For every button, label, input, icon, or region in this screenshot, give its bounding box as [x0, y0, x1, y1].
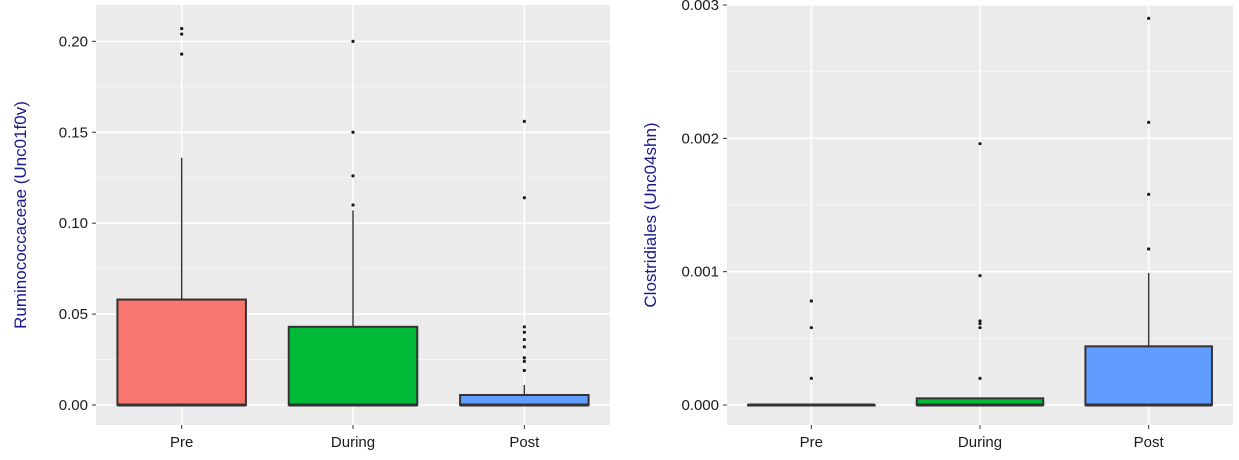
outlier-point — [351, 39, 355, 43]
x-tick-label: During — [958, 434, 1002, 451]
outlier-point — [522, 325, 526, 329]
y-tick-label: 0.000 — [681, 397, 719, 414]
outlier-point — [351, 130, 355, 134]
outlier-point — [809, 299, 813, 303]
x-tick-label: During — [331, 434, 375, 451]
y-tick-label: 0.10 — [59, 215, 88, 232]
outlier-point — [522, 368, 526, 373]
outlier-point — [522, 356, 526, 360]
outlier-point — [1147, 120, 1151, 124]
x-tick-label: Post — [509, 434, 540, 451]
outlier-point — [522, 337, 526, 342]
outlier-point — [522, 345, 526, 349]
y-tick-label: 0.15 — [59, 124, 88, 141]
y-axis-title: Ruminococcaceae (Unc01f0v) — [11, 101, 30, 329]
outlier-point — [978, 142, 982, 146]
right-chart-panel: 0.000 0.001 0.002 0.003 Pre During Post Clostri… — [641, 0, 1233, 451]
outlier-point — [1147, 16, 1151, 20]
x-tick-label: Post — [1134, 434, 1165, 451]
outlier-point — [351, 203, 355, 207]
y-tick-label: 0.001 — [681, 264, 719, 281]
box-post — [1084, 345, 1213, 407]
outlier-point — [978, 319, 982, 323]
outlier-point — [1147, 247, 1151, 251]
outlier-point — [978, 326, 982, 330]
outlier-point — [522, 119, 526, 123]
outlier-point — [978, 274, 982, 278]
outlier-point — [522, 359, 526, 363]
outlier-point — [809, 376, 813, 380]
y-tick-label: 0.002 — [681, 130, 719, 147]
outlier-point — [978, 322, 982, 326]
y-tick-label: 0.05 — [59, 306, 88, 323]
outlier-point — [180, 27, 184, 31]
x-tick-label: Pre — [170, 434, 193, 451]
outlier-point — [1147, 192, 1151, 196]
y-axis-title: Clostridiales (Unc04shn) — [641, 122, 660, 307]
outlier-point — [522, 196, 526, 200]
box-pre — [116, 298, 247, 406]
left-chart-panel: 0.00 0.05 0.10 0.15 0.20 Pre During Post Ruminoc… — [11, 5, 610, 451]
outlier-point — [180, 52, 184, 56]
y-tick-label: 0.20 — [59, 33, 88, 50]
x-tick-label: Pre — [800, 434, 823, 451]
outlier-point — [351, 174, 355, 178]
outlier-point — [809, 326, 813, 330]
box-during — [287, 325, 419, 406]
outlier-point — [522, 330, 526, 334]
outlier-point — [978, 376, 982, 380]
y-tick-label: 0.00 — [59, 397, 88, 414]
y-tick-label: 0.003 — [681, 0, 719, 14]
outlier-point — [180, 32, 184, 36]
